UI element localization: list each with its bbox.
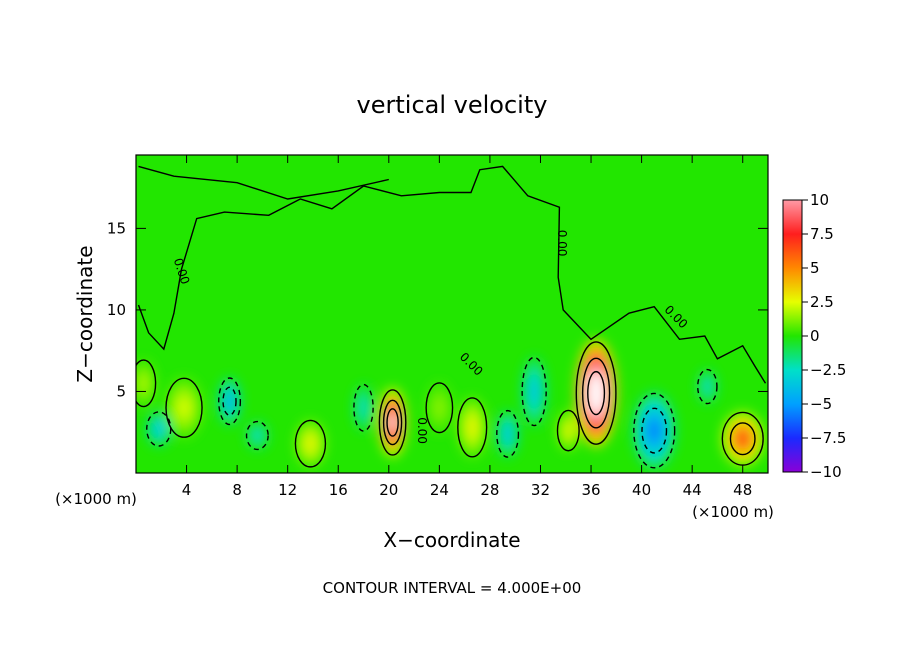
field-blob xyxy=(307,438,314,449)
x-axis-label: X−coordinate xyxy=(383,528,520,552)
colorbar-tick-label: −10 xyxy=(810,463,842,481)
plot-frame xyxy=(135,154,769,474)
contour-line xyxy=(556,409,580,452)
colorbar-tick-label: 0 xyxy=(810,327,820,345)
x-tick-label: 24 xyxy=(430,481,449,499)
x-tick-label: 32 xyxy=(531,481,550,499)
x-tick-label: 40 xyxy=(632,481,651,499)
x-tick-label: 12 xyxy=(278,481,297,499)
y-tick-label: 15 xyxy=(107,219,126,237)
contour-line xyxy=(575,341,617,445)
contour-line xyxy=(386,408,399,437)
contour-lines xyxy=(136,165,767,469)
field-blob xyxy=(156,425,162,433)
y-axis: 5 10 15 xyxy=(107,219,768,400)
zero-contour xyxy=(138,165,389,200)
x-unit-right: (×1000 m) xyxy=(692,503,774,521)
field-blob xyxy=(566,426,571,435)
x-tick-label: 4 xyxy=(182,481,192,499)
contour-line xyxy=(294,419,327,468)
x-tick-label: 36 xyxy=(581,481,600,499)
x-tick-label: 48 xyxy=(733,481,752,499)
field-blob xyxy=(531,384,537,399)
colorbar-tick-label: −2.5 xyxy=(810,361,846,379)
colorbar-tick-label: −5 xyxy=(810,395,832,413)
x-tick-label: 16 xyxy=(329,481,348,499)
x-tick-label: 8 xyxy=(232,481,242,499)
field-blob xyxy=(738,433,748,445)
contour-line xyxy=(218,377,242,426)
colorbar-gradient xyxy=(783,200,802,472)
contour-line xyxy=(425,382,454,434)
colorbar-tick-label: 5 xyxy=(810,259,820,277)
x-tick-label: 44 xyxy=(683,481,702,499)
contour-line xyxy=(353,383,374,432)
field-blob xyxy=(389,415,396,430)
colorbar: 10 7.5 5 2.5 0 −2.5 −5 −7.5 −10 xyxy=(782,191,846,481)
plot-area: 0.000.000.000.000.00 xyxy=(135,154,769,474)
field-blob xyxy=(705,382,710,391)
contour-line xyxy=(641,407,668,454)
contour-line xyxy=(245,420,269,451)
field-blob xyxy=(505,428,510,439)
field-blob xyxy=(180,401,188,414)
chart-title: vertical velocity xyxy=(357,91,548,119)
contour-label: 0.00 xyxy=(555,230,569,257)
colorbar-tick-label: 7.5 xyxy=(810,225,834,243)
contour-line xyxy=(521,356,547,427)
x-tick-label: 28 xyxy=(480,481,499,499)
field-blob xyxy=(255,432,260,439)
contour-interval-note: CONTOUR INTERVAL = 4.000E+00 xyxy=(323,579,582,597)
contour-line xyxy=(633,392,676,469)
contour-line xyxy=(697,368,718,405)
x-tick-label: 20 xyxy=(379,481,398,499)
contour-line xyxy=(496,409,520,458)
contour-line xyxy=(136,359,157,408)
x-unit-left: (×1000 m) xyxy=(55,490,137,508)
field-blob xyxy=(141,378,147,389)
field-blob xyxy=(436,402,443,413)
zero-contour xyxy=(137,165,767,384)
y-tick-label: 10 xyxy=(107,301,126,319)
field-blob xyxy=(227,396,232,407)
colorbar-tick-label: 2.5 xyxy=(810,293,834,311)
contour-line xyxy=(378,389,407,456)
contour-line xyxy=(382,399,403,446)
contour-line xyxy=(729,422,756,456)
contour-line xyxy=(587,370,606,416)
field-blob xyxy=(649,422,659,439)
contour-label: 0.00 xyxy=(415,417,429,444)
x-axis: 4 8 12 16 20 24 28 32 36 40 44 48 xyxy=(182,155,752,499)
field-blob xyxy=(361,402,366,413)
field-blob xyxy=(591,382,601,404)
y-axis-label: Z−coordinate xyxy=(73,245,97,382)
colorbar-tick-label: −7.5 xyxy=(810,429,846,447)
y-tick-label: 5 xyxy=(116,382,126,400)
contour-line xyxy=(165,377,203,438)
contour-line xyxy=(457,397,488,458)
contour-line xyxy=(222,386,237,416)
contour-line xyxy=(581,357,611,429)
colorbar-tick-label: 10 xyxy=(810,191,829,209)
field-blob xyxy=(469,421,476,434)
